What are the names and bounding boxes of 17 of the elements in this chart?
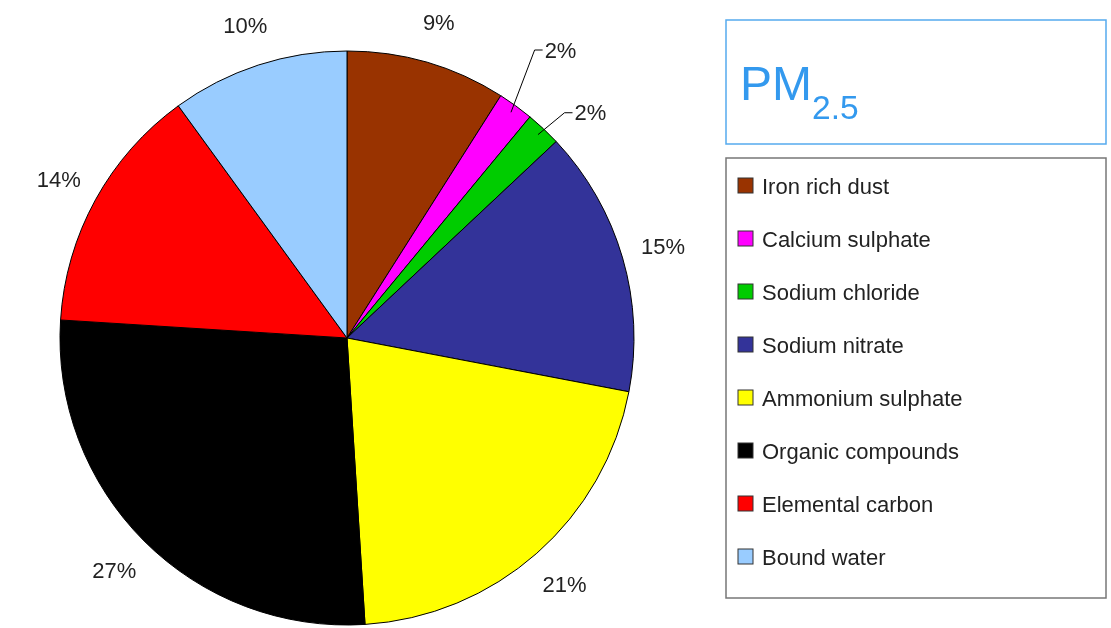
- legend-label: Sodium nitrate: [762, 332, 904, 358]
- data-label: 15%: [640, 233, 685, 259]
- data-label: 2%: [544, 37, 577, 63]
- data-label: 27%: [92, 558, 137, 584]
- legend-label: Organic compounds: [762, 438, 959, 464]
- legend-label: Iron rich dust: [762, 173, 890, 199]
- legend-label: Elemental carbon: [762, 491, 934, 517]
- data-label: 14%: [36, 167, 81, 193]
- data-label: 21%: [542, 572, 587, 598]
- legend-label: Bound water: [762, 544, 886, 570]
- data-label: 10%: [223, 12, 268, 38]
- legend-label: Ammonium sulphate: [762, 385, 963, 411]
- text: PM$_{2.5}$: [740, 57, 859, 126]
- legend-label: Sodium chloride: [762, 279, 920, 305]
- legend-label: Calcium sulphate: [762, 226, 931, 252]
- data-label: 9%: [422, 9, 455, 35]
- data-label: 2%: [574, 100, 607, 126]
